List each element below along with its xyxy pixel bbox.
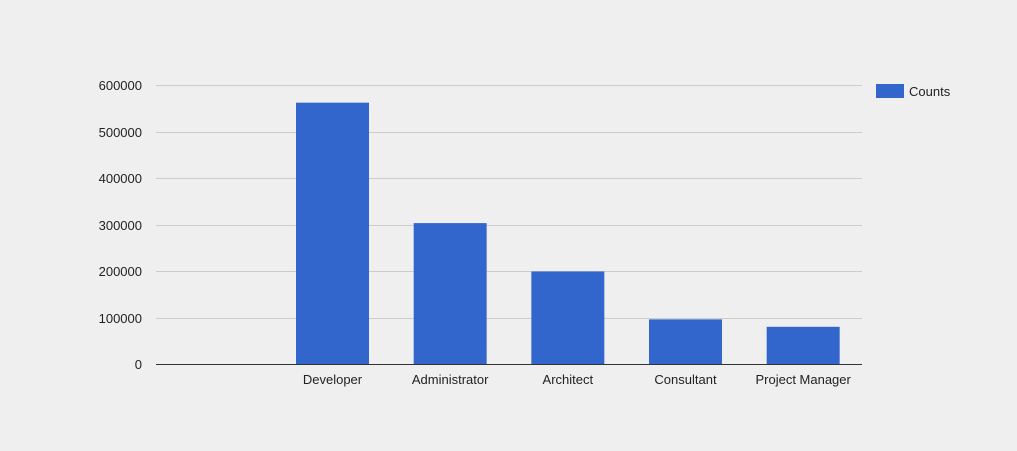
x-tick-label: Consultant: [654, 372, 717, 387]
y-tick-label: 600000: [99, 78, 142, 93]
legend-label-counts[interactable]: Counts: [909, 84, 951, 99]
legend[interactable]: Counts: [876, 84, 951, 99]
y-tick-label: 200000: [99, 264, 142, 279]
x-axis-tick-labels: Developer Administrator Architect Consultan…: [303, 372, 852, 387]
y-tick-label: 300000: [99, 218, 142, 233]
bar-architect[interactable]: [531, 271, 605, 364]
y-axis-tick-labels: 0 100000 200000 300000 400000 500000 600000: [99, 78, 142, 372]
legend-swatch-counts[interactable]: [876, 84, 904, 98]
x-tick-label: Project Manager: [755, 372, 851, 387]
x-tick-label: Administrator: [412, 372, 489, 387]
x-tick-label: Architect: [543, 372, 594, 387]
bar-administrator[interactable]: [413, 223, 487, 364]
x-tick-label: Developer: [303, 372, 363, 387]
bar-consultant[interactable]: [649, 319, 722, 364]
bar-developer[interactable]: [296, 102, 369, 365]
y-tick-label: 0: [135, 357, 142, 372]
y-tick-label: 100000: [99, 311, 142, 326]
bar-project-manager[interactable]: [766, 326, 840, 364]
y-tick-label: 400000: [99, 171, 142, 186]
gridlines: [156, 85, 862, 319]
y-tick-label: 500000: [99, 125, 142, 140]
bars: [296, 102, 840, 365]
